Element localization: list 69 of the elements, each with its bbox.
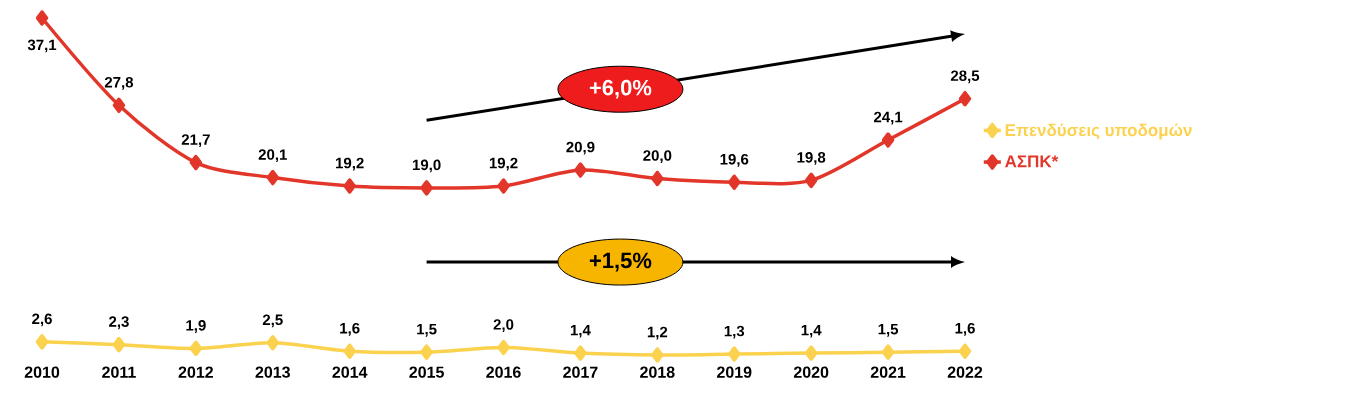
x-tick-label: 2011	[102, 366, 136, 378]
data-label: 19,6	[720, 153, 749, 167]
x-tick-label: 2016	[486, 366, 521, 378]
point	[189, 154, 203, 171]
annotation: +1,5%	[589, 252, 652, 272]
data-label: 20,1	[258, 149, 287, 163]
data-label: 2,5	[262, 314, 283, 328]
point	[881, 344, 895, 360]
data-label: 37,1	[27, 39, 57, 53]
point	[651, 170, 664, 187]
x-tick-label: 2018	[640, 366, 675, 378]
data-label: 28,5	[950, 70, 980, 84]
legend-label: ΑΣΠΚ*	[1005, 155, 1059, 168]
point	[881, 132, 895, 148]
data-label: 1,4	[801, 324, 822, 338]
point	[958, 90, 972, 107]
point	[266, 335, 280, 351]
data-label: 2,3	[109, 316, 129, 330]
data-label: 27,8	[104, 76, 134, 90]
data-label: 1,6	[955, 322, 975, 336]
data-label: 20,9	[566, 141, 595, 155]
data-label: 21,7	[181, 134, 210, 148]
point	[497, 339, 510, 356]
data-label: 2,6	[32, 313, 52, 327]
data-label: 1,5	[878, 324, 899, 337]
point	[651, 347, 664, 363]
legend-label: Επενδύσεις υποδομών	[1005, 123, 1192, 140]
data-label: 1,3	[724, 325, 745, 339]
point	[420, 344, 433, 360]
data-label: 19,8	[797, 152, 826, 165]
point	[189, 340, 203, 357]
x-tick-label: 2020	[793, 366, 829, 378]
data-label: 1,9	[186, 320, 206, 333]
point	[112, 336, 126, 353]
x-tick-label: 2017	[563, 366, 598, 378]
data-label: 1,5	[417, 324, 437, 337]
point	[728, 346, 741, 362]
point	[112, 97, 126, 114]
x-tick-label: 2010	[24, 366, 60, 378]
data-label: 24,1	[874, 111, 903, 125]
x-tick-label: 2012	[178, 366, 213, 378]
point	[420, 180, 433, 196]
point	[35, 334, 49, 350]
data-label: 2,0	[493, 319, 514, 332]
data-label: 1,2	[647, 326, 668, 340]
point	[497, 178, 510, 194]
data-label: 1,4	[570, 324, 591, 338]
data-label: 19,2	[489, 157, 518, 171]
point	[343, 178, 356, 194]
x-tick-label: 2015	[409, 366, 444, 378]
data-label: 1,6	[340, 322, 360, 336]
data-label: 19,0	[412, 159, 441, 173]
x-tick-label: 2022	[947, 366, 983, 378]
x-tick-label: 2021	[870, 366, 906, 378]
point	[728, 174, 741, 191]
point	[804, 345, 818, 361]
x-tick-label: 2013	[255, 366, 290, 378]
data-label: 20,0	[643, 150, 672, 163]
point	[574, 162, 587, 178]
annotation: +6,0%	[589, 79, 652, 99]
x-tick-label: 2019	[717, 366, 752, 378]
point	[343, 343, 356, 359]
point	[266, 169, 280, 186]
point	[958, 343, 972, 359]
point	[804, 172, 818, 189]
data-label: 19,2	[336, 157, 364, 171]
x-tick-label: 2014	[332, 366, 368, 378]
point	[574, 345, 587, 361]
point	[35, 10, 49, 26]
